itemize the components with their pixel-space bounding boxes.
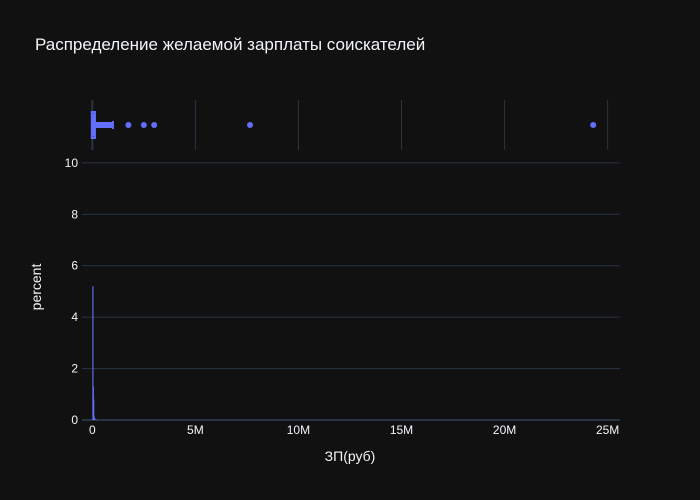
x-tick-label: 5M xyxy=(187,423,204,437)
histogram-bar xyxy=(92,286,94,420)
y-tick-label: 2 xyxy=(71,362,78,376)
histogram-bar xyxy=(96,419,98,421)
x-tick-label: 0 xyxy=(89,423,96,437)
grid-layer xyxy=(82,100,620,421)
y-tick-label: 10 xyxy=(65,156,79,170)
x-tick-label: 25M xyxy=(596,423,619,437)
chart-title: Распределение желаемой зарплаты соискате… xyxy=(35,35,425,54)
box-outlier-point xyxy=(151,122,158,128)
histogram-bar xyxy=(93,399,95,420)
x-tick-label: 15M xyxy=(390,423,413,437)
x-tick-label: 20M xyxy=(493,423,516,437)
histogram-bar xyxy=(93,416,95,420)
axis-ticks: 0 2 4 6 8 10 0 5M 10M 15M 20M 25M xyxy=(65,156,620,437)
y-axis-title: percent xyxy=(28,264,44,311)
y-tick-label: 4 xyxy=(71,310,78,324)
box-outlier-point xyxy=(140,122,147,128)
y-tick-label: 6 xyxy=(71,259,78,273)
histogram-bar xyxy=(94,419,96,420)
marginal-box-plot xyxy=(90,111,597,139)
box-outlier-point xyxy=(246,122,253,128)
y-tick-label: 0 xyxy=(71,413,78,427)
y-tick-label: 8 xyxy=(71,207,78,221)
box-outlier-point xyxy=(125,122,132,128)
x-tick-label: 10M xyxy=(287,423,310,437)
histogram-bars xyxy=(92,286,98,421)
x-axis-title: ЗП(руб) xyxy=(325,448,376,464)
box-outlier-point xyxy=(590,122,597,128)
histogram-bar xyxy=(93,418,96,420)
